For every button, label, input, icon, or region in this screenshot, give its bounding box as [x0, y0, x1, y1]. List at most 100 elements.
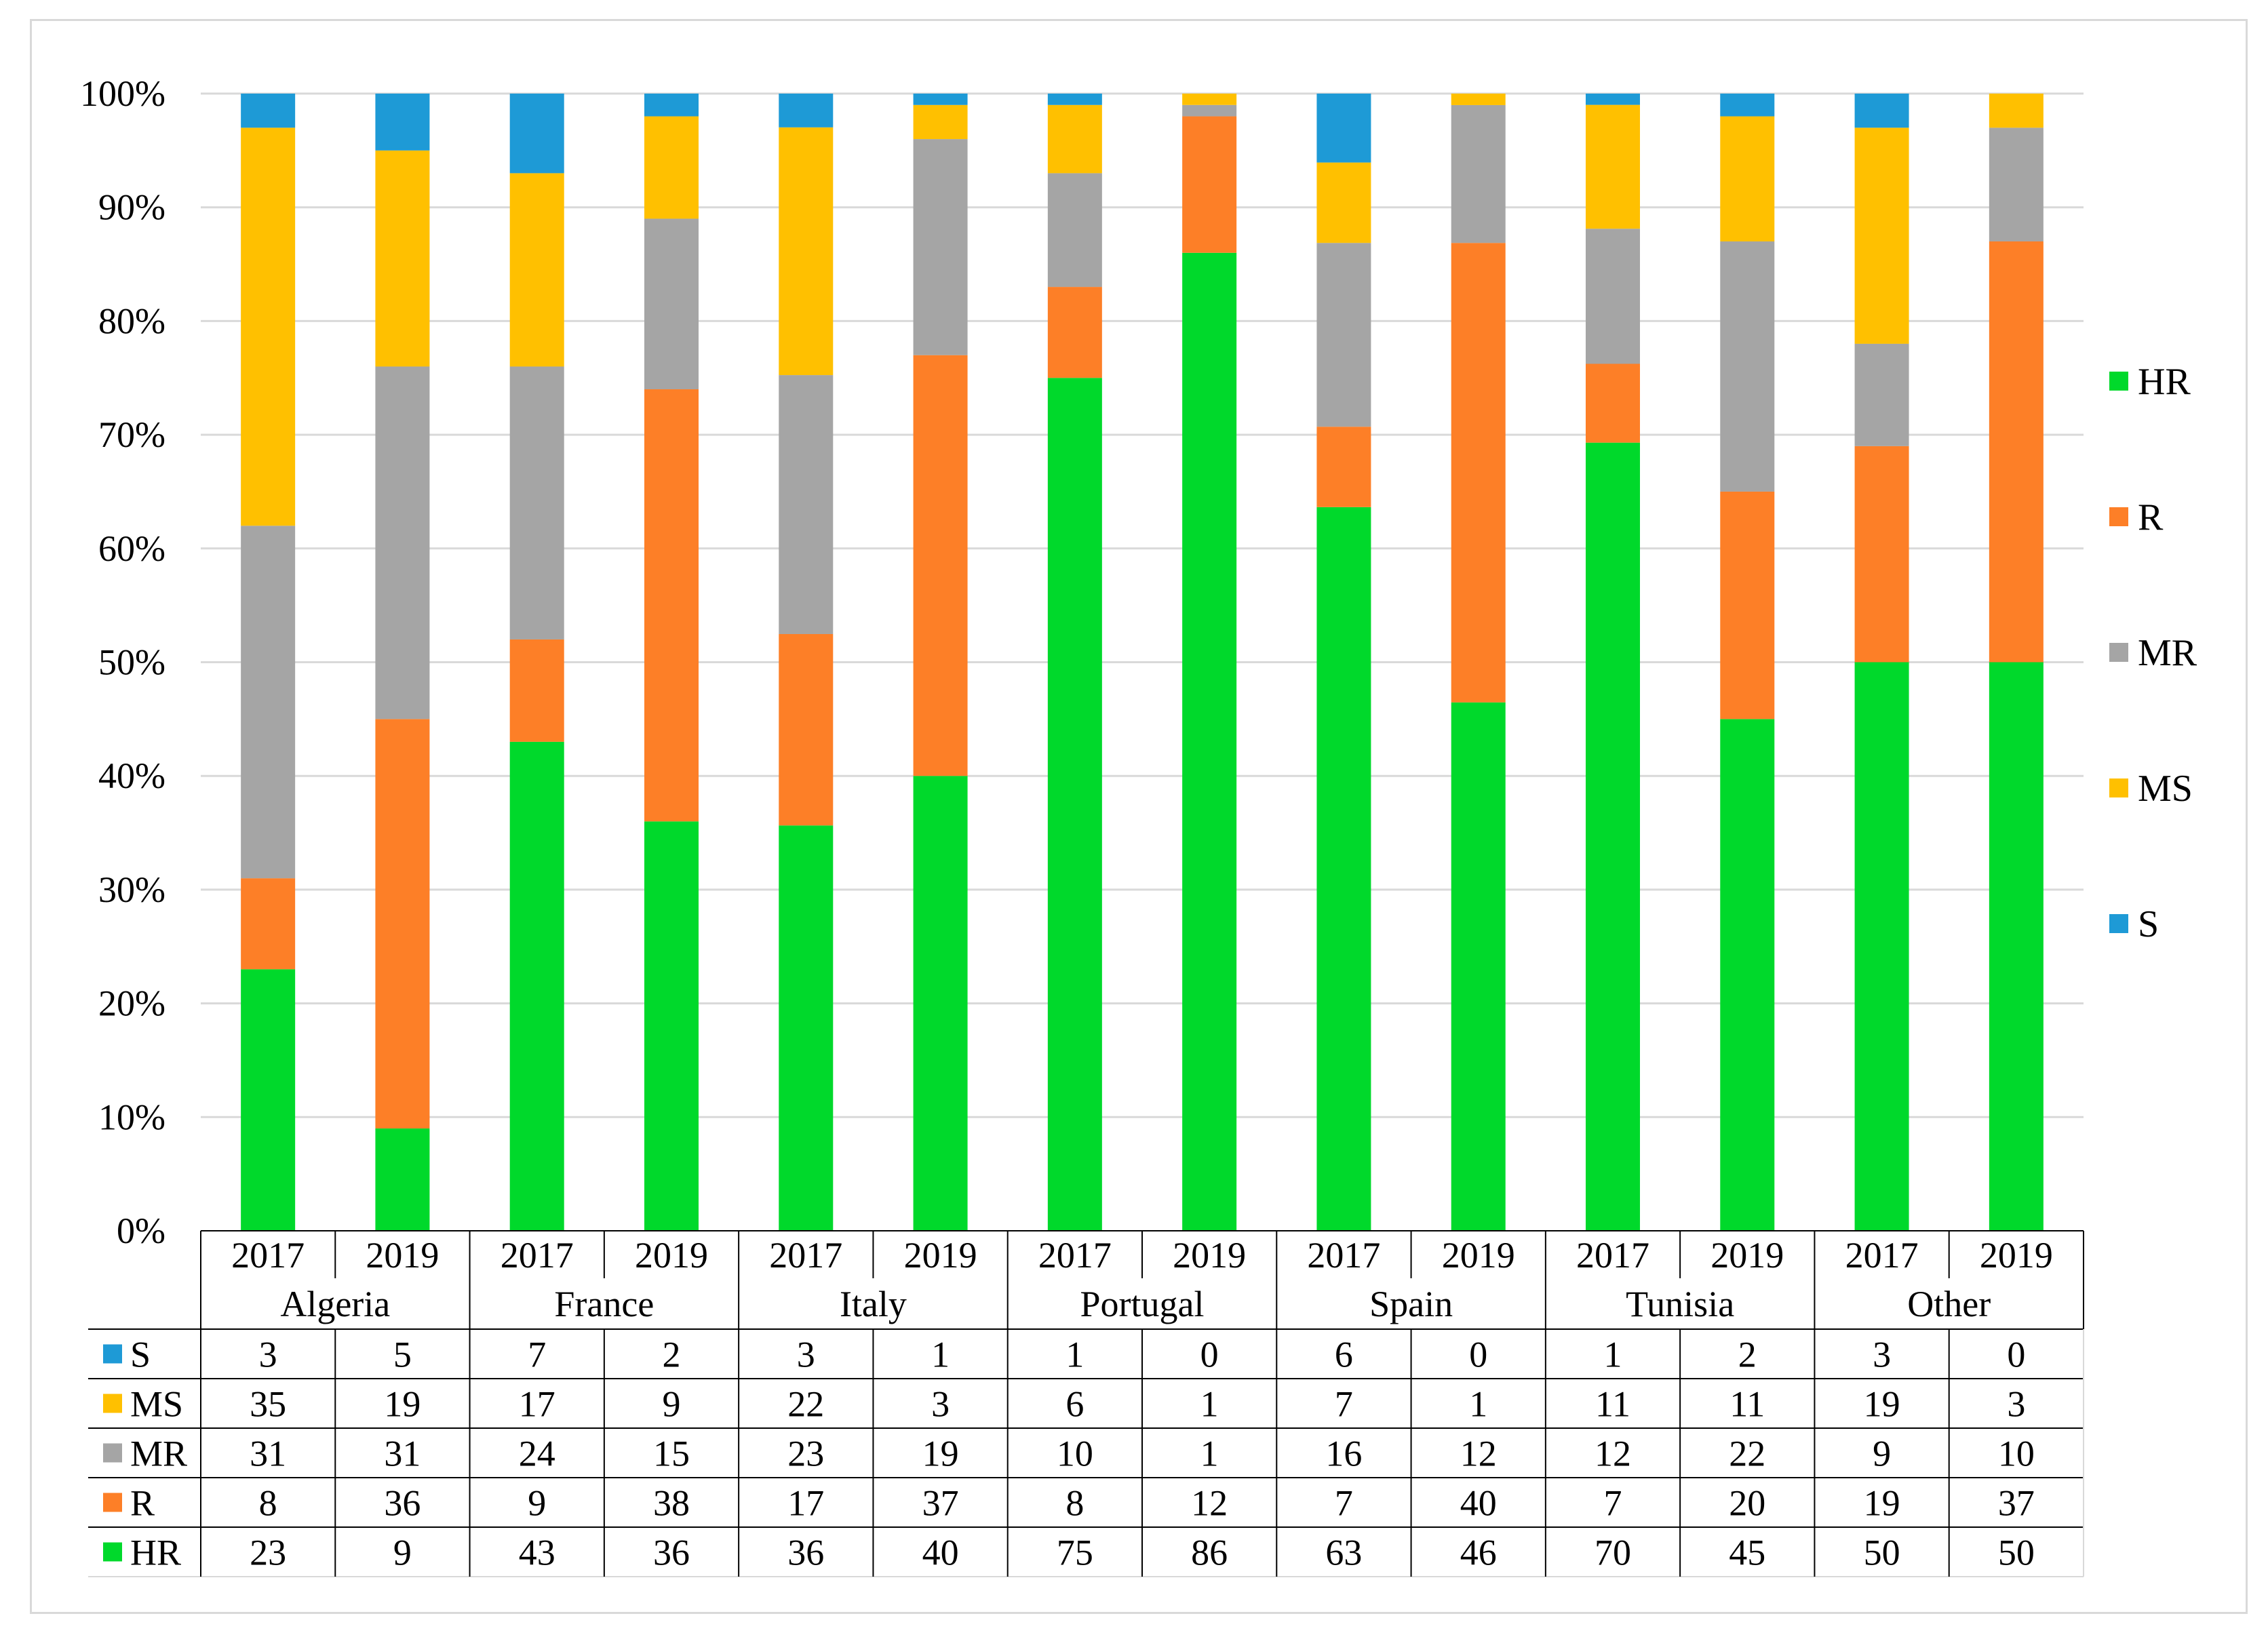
- bar-segment-ms: [241, 127, 296, 526]
- table-cell-value: 1: [1200, 1434, 1219, 1474]
- table-cell-value: 6: [1335, 1335, 1353, 1375]
- legend-swatch-mr: [2109, 643, 2128, 662]
- table-cell-value: 50: [1998, 1533, 2035, 1573]
- y-tick-label: 70%: [98, 414, 165, 455]
- bar-segment-ms: [644, 116, 699, 219]
- bar-segment-r: [1047, 287, 1102, 378]
- bar-segment-r: [1989, 241, 2044, 663]
- bar-segment-hr: [509, 741, 564, 1231]
- table-cell-value: 1: [1469, 1384, 1487, 1425]
- legend: HR R MR MS S: [2109, 361, 2197, 945]
- legend-swatch-r: [2109, 507, 2128, 526]
- table-cell-value: 17: [519, 1384, 555, 1425]
- table-cell-value: 11: [1729, 1384, 1765, 1425]
- table-cell-value: 20: [1729, 1483, 1765, 1524]
- bar-segment-hr: [375, 1128, 430, 1231]
- x-group-label: Portugal: [1080, 1284, 1205, 1324]
- table-cell-value: 7: [1335, 1483, 1353, 1524]
- bar-segment-r: [1586, 363, 1640, 443]
- bar-segment-ms: [1989, 94, 2044, 128]
- table-cell-value: 37: [1998, 1483, 2035, 1524]
- table-cell-value: 0: [1200, 1335, 1219, 1375]
- table-cell-value: 7: [1335, 1384, 1353, 1425]
- bar-segment-s: [913, 94, 968, 105]
- table-cell-value: 22: [787, 1384, 824, 1425]
- bar-segment-r: [1854, 446, 1909, 663]
- gridlines: [201, 92, 2084, 1118]
- bar-segment-mr: [1182, 104, 1237, 117]
- x-tick-year: 2017: [501, 1235, 574, 1276]
- x-group-label: Algeria: [280, 1284, 390, 1324]
- legend-label: MR: [2138, 632, 2197, 674]
- bar-segment-hr: [1586, 442, 1640, 1231]
- legend-label: MS: [2138, 768, 2193, 810]
- table-key-swatch-r: [103, 1493, 122, 1512]
- x-tick-year: 2019: [1173, 1235, 1246, 1276]
- bar-segment-mr: [1586, 229, 1640, 364]
- table-cell-value: 9: [528, 1483, 546, 1524]
- y-tick-label: 80%: [98, 300, 165, 341]
- bar-segment-hr: [644, 821, 699, 1231]
- bar-segment-s: [1047, 94, 1102, 105]
- table-cell-value: 0: [1469, 1335, 1487, 1375]
- bar-segment-r: [913, 355, 968, 776]
- bar-segment-mr: [1316, 243, 1371, 427]
- bar-segment-r: [509, 639, 564, 742]
- table-cell-value: 36: [653, 1533, 690, 1573]
- table-cell-value: 1: [1604, 1335, 1622, 1375]
- bar-segment-hr: [241, 969, 296, 1231]
- table-cell-value: 9: [1873, 1434, 1891, 1474]
- table-cell-value: 36: [787, 1533, 824, 1573]
- bar-segment-s: [1316, 94, 1371, 163]
- bar-segment-r: [1451, 243, 1506, 703]
- bar-segment-mr: [913, 139, 968, 355]
- table-cell-value: 1: [931, 1335, 950, 1375]
- table-cell-value: 10: [1998, 1434, 2035, 1474]
- x-group-label: Other: [1907, 1284, 1991, 1324]
- bar-segment-hr: [1854, 662, 1909, 1231]
- bar-segment-mr: [1720, 241, 1775, 492]
- table-cell-value: 7: [1604, 1483, 1622, 1524]
- table-cell-value: 38: [653, 1483, 690, 1524]
- bar-segment-r: [375, 719, 430, 1129]
- bar-segment-ms: [1586, 104, 1640, 229]
- bar-segment-ms: [1854, 127, 1909, 344]
- table-key-swatch-ms: [103, 1394, 122, 1413]
- bar-segment-s: [241, 94, 296, 128]
- bar-segment-mr: [1854, 343, 1909, 446]
- bar-segment-ms: [1047, 104, 1102, 174]
- table-cell-value: 19: [1864, 1384, 1900, 1425]
- bar-segment-hr: [1316, 507, 1371, 1231]
- table-cell-value: 75: [1057, 1533, 1093, 1573]
- bar-segment-ms: [509, 173, 564, 367]
- legend-swatch-ms: [2109, 778, 2128, 797]
- legend-swatch-hr: [2109, 372, 2128, 391]
- legend-label: S: [2138, 903, 2159, 945]
- x-group-label: France: [554, 1284, 654, 1324]
- x-tick-year: 2019: [904, 1235, 977, 1276]
- table-cell-value: 16: [1325, 1434, 1362, 1474]
- table-cell-value: 63: [1325, 1533, 1362, 1573]
- x-tick-year: 2019: [366, 1235, 439, 1276]
- table-cell-value: 23: [250, 1533, 286, 1573]
- bar-segment-hr: [1989, 662, 2044, 1231]
- table-cell-value: 37: [922, 1483, 959, 1524]
- bar-segment-ms: [1182, 94, 1237, 105]
- table-cell-value: 36: [384, 1483, 421, 1524]
- bars: [241, 94, 2044, 1231]
- bar-segment-s: [375, 94, 430, 151]
- table-cell-value: 19: [1864, 1483, 1900, 1524]
- x-tick-year: 2017: [1038, 1235, 1112, 1276]
- bar-segment-mr: [779, 375, 834, 634]
- y-tick-label: 100%: [80, 73, 165, 114]
- table-cell-value: 7: [528, 1335, 546, 1375]
- table-cell-value: 1: [1200, 1384, 1219, 1425]
- table-cell-value: 17: [787, 1483, 824, 1524]
- x-tick-year: 2017: [231, 1235, 305, 1276]
- bar-segment-mr: [644, 218, 699, 390]
- table-cell-value: 8: [259, 1483, 277, 1524]
- bar-segment-hr: [779, 825, 834, 1231]
- bar-segment-ms: [1316, 162, 1371, 243]
- table-cell-value: 15: [653, 1434, 690, 1474]
